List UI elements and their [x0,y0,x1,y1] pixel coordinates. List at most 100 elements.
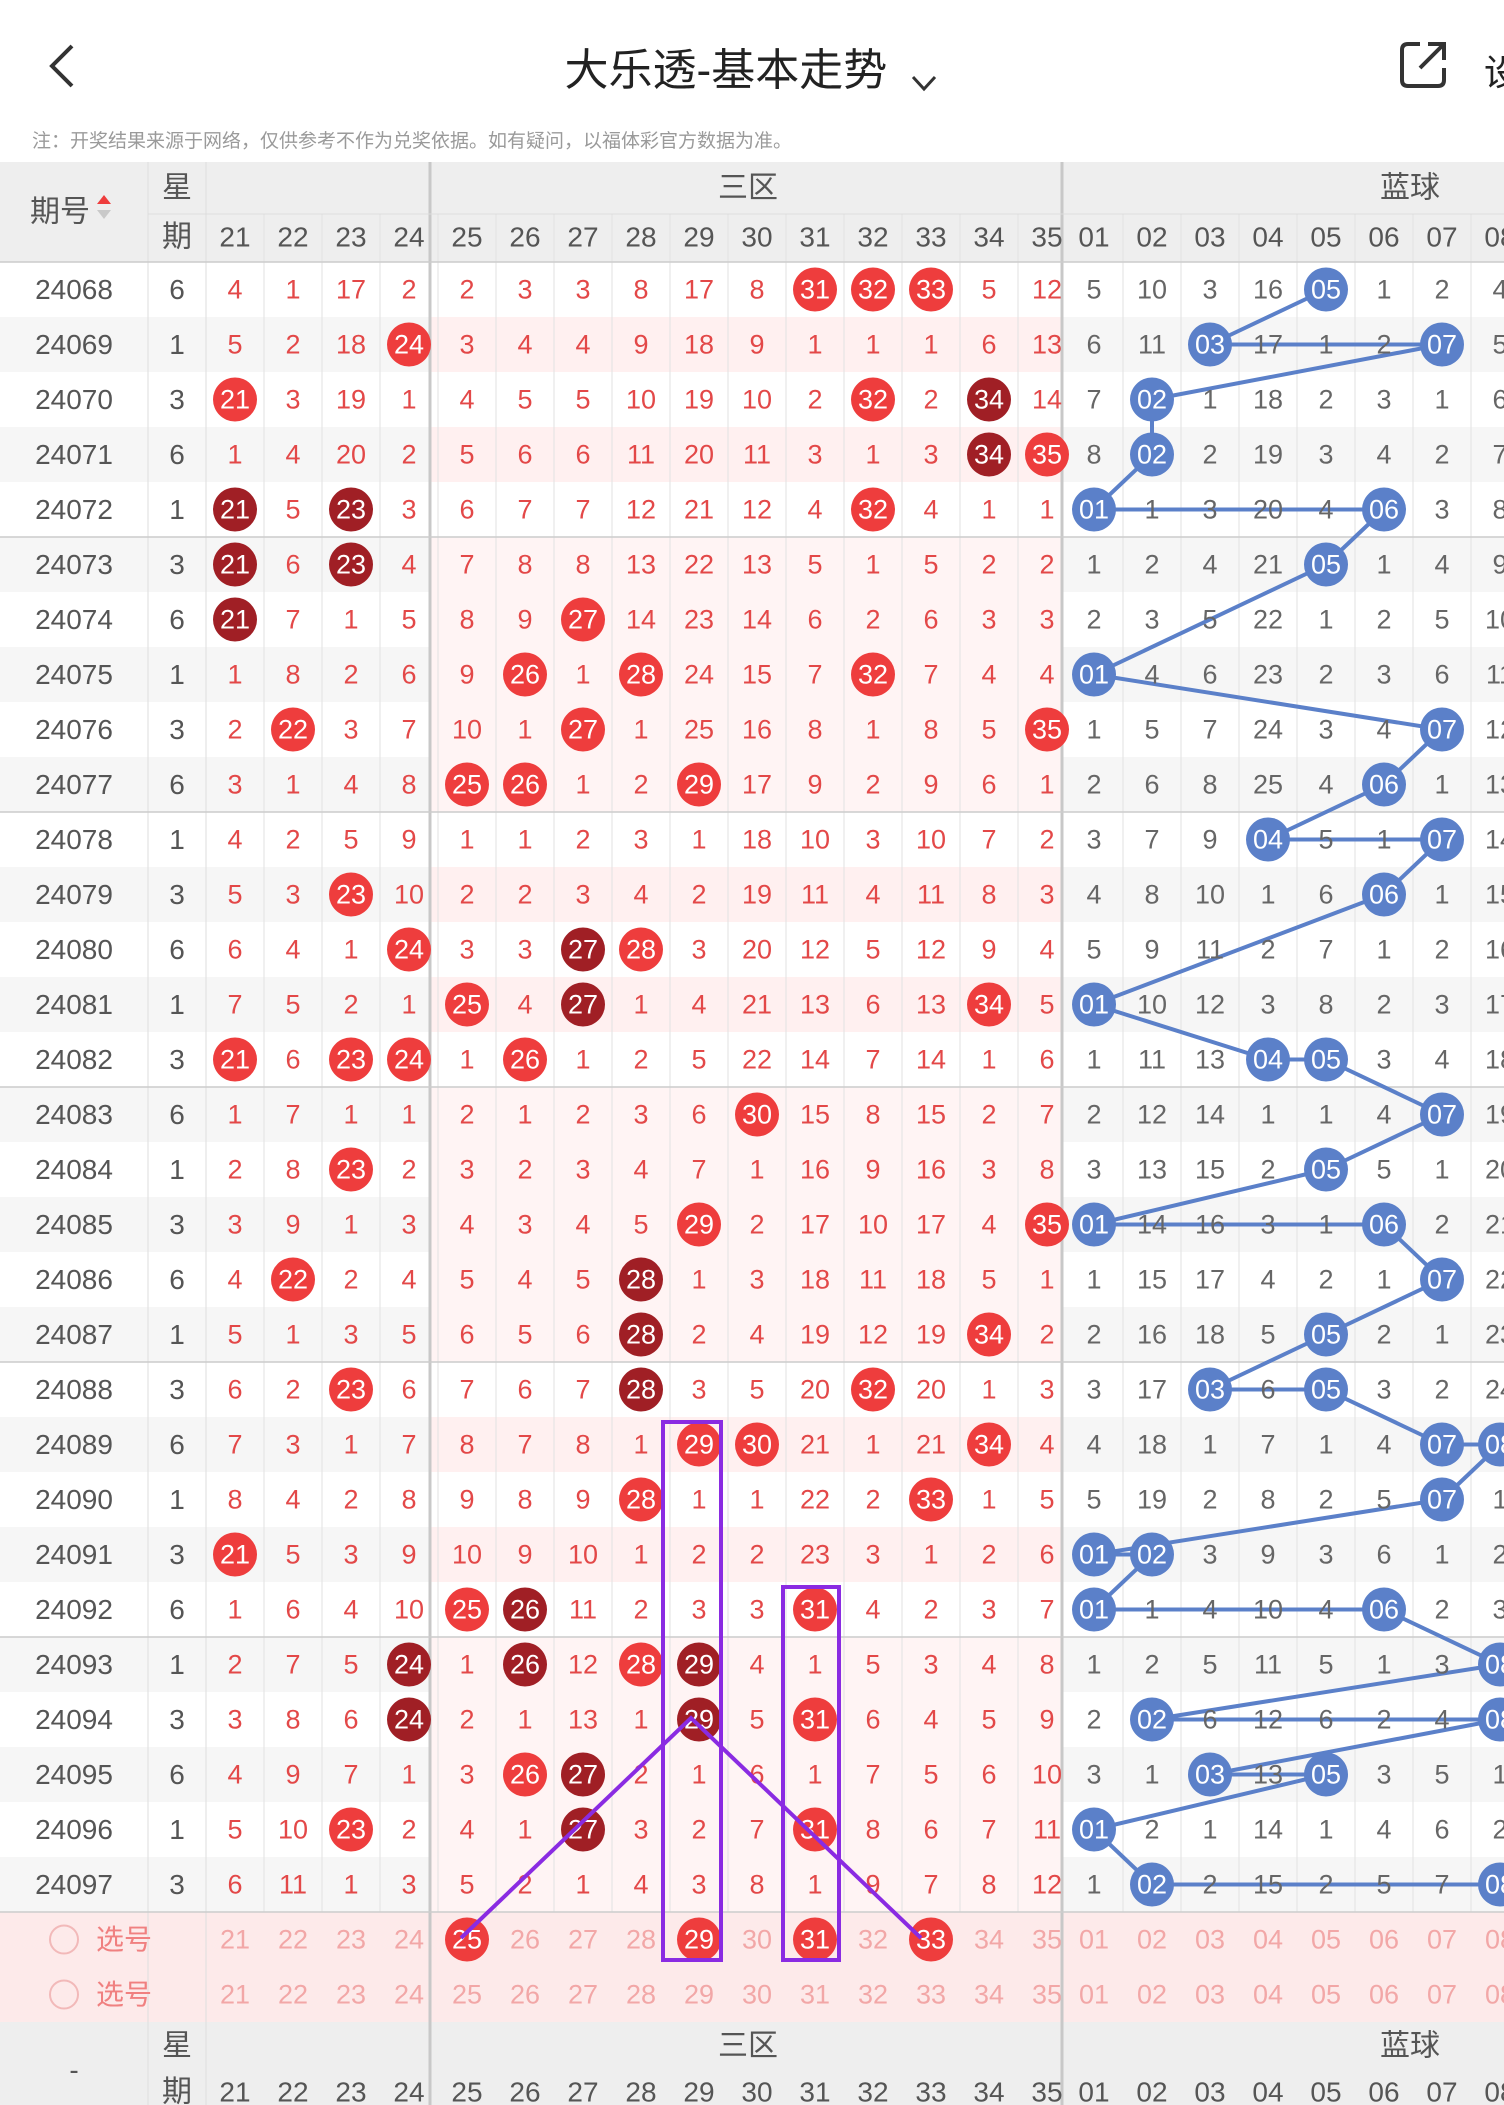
red-miss-count: 1 [459,1045,474,1075]
select-red-option[interactable]: 27 [568,1980,598,2010]
select-blue-option[interactable]: 01 [1079,1925,1109,1955]
selected-red-number[interactable]: 31 [800,1925,830,1955]
select-red-option[interactable]: 30 [742,1925,772,1955]
blue-miss-count: 11 [1196,935,1224,965]
select-blue-option[interactable]: 08 [1485,1980,1504,2010]
back-button[interactable] [36,38,92,94]
select-red-option[interactable]: 21 [220,1925,250,1955]
period-header[interactable]: 期号 [30,196,90,229]
select-red-option[interactable]: 23 [336,1925,366,1955]
select-blue-option[interactable]: 02 [1137,1980,1167,2010]
select-radio[interactable] [49,1979,79,2010]
settings-button[interactable]: 设 [1484,52,1504,93]
select-red-option[interactable]: 24 [394,1980,424,2010]
select-blue-option[interactable]: 04 [1253,1980,1283,2010]
select-red-option[interactable]: 24 [394,1925,424,1955]
blue-miss-count: 4 [1086,1430,1101,1460]
select-red-option[interactable]: 34 [974,1925,1004,1955]
select-blue-option[interactable]: 04 [1253,1925,1283,1955]
red-miss-count: 4 [285,1485,300,1515]
red-miss-count: 18 [742,825,772,855]
select-red-option[interactable]: 30 [742,1980,772,2010]
week-cell: 6 [169,604,185,635]
page-title[interactable]: 大乐透-基本走势 [0,34,1504,98]
red-miss-count: 6 [807,605,822,635]
select-red-option[interactable]: 25 [452,1980,482,2010]
sort-up-icon[interactable] [97,195,111,204]
blue-miss-count: 2 [1144,550,1159,580]
red-ball-number: 23 [336,1155,366,1185]
select-red-option[interactable]: 34 [974,1980,1004,2010]
red-miss-count: 1 [343,1210,358,1240]
blue-miss-count: 6 [1376,1540,1391,1570]
blue-miss-count: 2 [1492,1540,1504,1570]
select-blue-option[interactable]: 06 [1369,1980,1399,2010]
red-ball-number: 32 [858,660,888,690]
red-miss-count: 8 [285,660,300,690]
select-row-label[interactable]: 选号 [96,1924,152,1955]
red-miss-count: 1 [981,1485,996,1515]
select-red-option[interactable]: 35 [1032,1980,1062,2010]
select-red-option[interactable]: 33 [916,1980,946,2010]
red-col-header: 22 [277,222,308,253]
red-miss-count: 2 [227,1650,242,1680]
select-red-option[interactable]: 28 [626,1925,656,1955]
red-miss-count: 18 [684,330,714,360]
red-miss-count: 3 [691,1375,706,1405]
red-miss-count: 3 [343,1320,358,1350]
red-ball-number: 33 [916,275,946,305]
red-miss-count: 4 [401,550,416,580]
red-ball-number: 31 [800,1815,830,1845]
blue-col-header: 07 [1426,222,1457,253]
selected-red-ball[interactable] [445,1917,489,1962]
select-red-option[interactable]: 32 [858,1925,888,1955]
select-blue-option[interactable]: 06 [1369,1925,1399,1955]
select-red-option[interactable]: 22 [278,1925,308,1955]
red-miss-count: 13 [800,990,830,1020]
blue-ball-number: 05 [1311,1760,1341,1790]
share-button[interactable] [1398,38,1450,90]
select-blue-option[interactable]: 01 [1079,1980,1109,2010]
blue-ball [1304,1312,1348,1357]
select-red-option[interactable]: 27 [568,1925,598,1955]
select-red-option[interactable]: 31 [800,1980,830,2010]
selected-red-number[interactable]: 33 [916,1925,946,1955]
select-blue-option[interactable]: 02 [1137,1925,1167,1955]
select-red-option[interactable]: 22 [278,1980,308,2010]
selected-red-number[interactable]: 29 [684,1925,714,1955]
select-row-label[interactable]: 选号 [96,1979,152,2010]
red-miss-count: 8 [807,715,822,745]
red-ball [329,1147,373,1192]
blue-miss-count: 1 [1086,715,1101,745]
select-blue-option[interactable]: 05 [1311,1925,1341,1955]
select-radio[interactable] [49,1924,79,1955]
red-miss-count: 5 [749,1375,764,1405]
select-red-option[interactable]: 28 [626,1980,656,2010]
select-red-option[interactable]: 26 [510,1925,540,1955]
red-miss-count: 9 [749,330,764,360]
selected-red-ball[interactable] [793,1917,837,1962]
select-blue-option[interactable]: 05 [1311,1980,1341,2010]
select-blue-option[interactable]: 07 [1427,1925,1457,1955]
select-red-option[interactable]: 21 [220,1980,250,2010]
select-red-option[interactable]: 26 [510,1980,540,2010]
select-red-option[interactable]: 29 [684,1980,714,2010]
select-blue-option[interactable]: 03 [1195,1980,1225,2010]
select-red-option[interactable]: 32 [858,1980,888,2010]
red-ball [503,652,547,697]
selected-red-number[interactable]: 25 [452,1925,482,1955]
selected-red-ball[interactable] [909,1917,953,1962]
red-miss-count: 1 [459,825,474,855]
blue-miss-count: 1 [1086,1045,1101,1075]
select-red-option[interactable]: 35 [1032,1925,1062,1955]
select-red-option[interactable]: 23 [336,1980,366,2010]
sort-down-icon[interactable] [97,210,111,219]
week-cell: 3 [169,1374,185,1405]
blue-miss-count: 7 [1260,1430,1275,1460]
selected-red-ball[interactable] [677,1917,721,1962]
blue-miss-count: 4 [1376,715,1391,745]
select-blue-option[interactable]: 03 [1195,1925,1225,1955]
select-blue-option[interactable]: 07 [1427,1980,1457,2010]
red-miss-count: 7 [285,1650,300,1680]
select-blue-option[interactable]: 08 [1485,1925,1504,1955]
